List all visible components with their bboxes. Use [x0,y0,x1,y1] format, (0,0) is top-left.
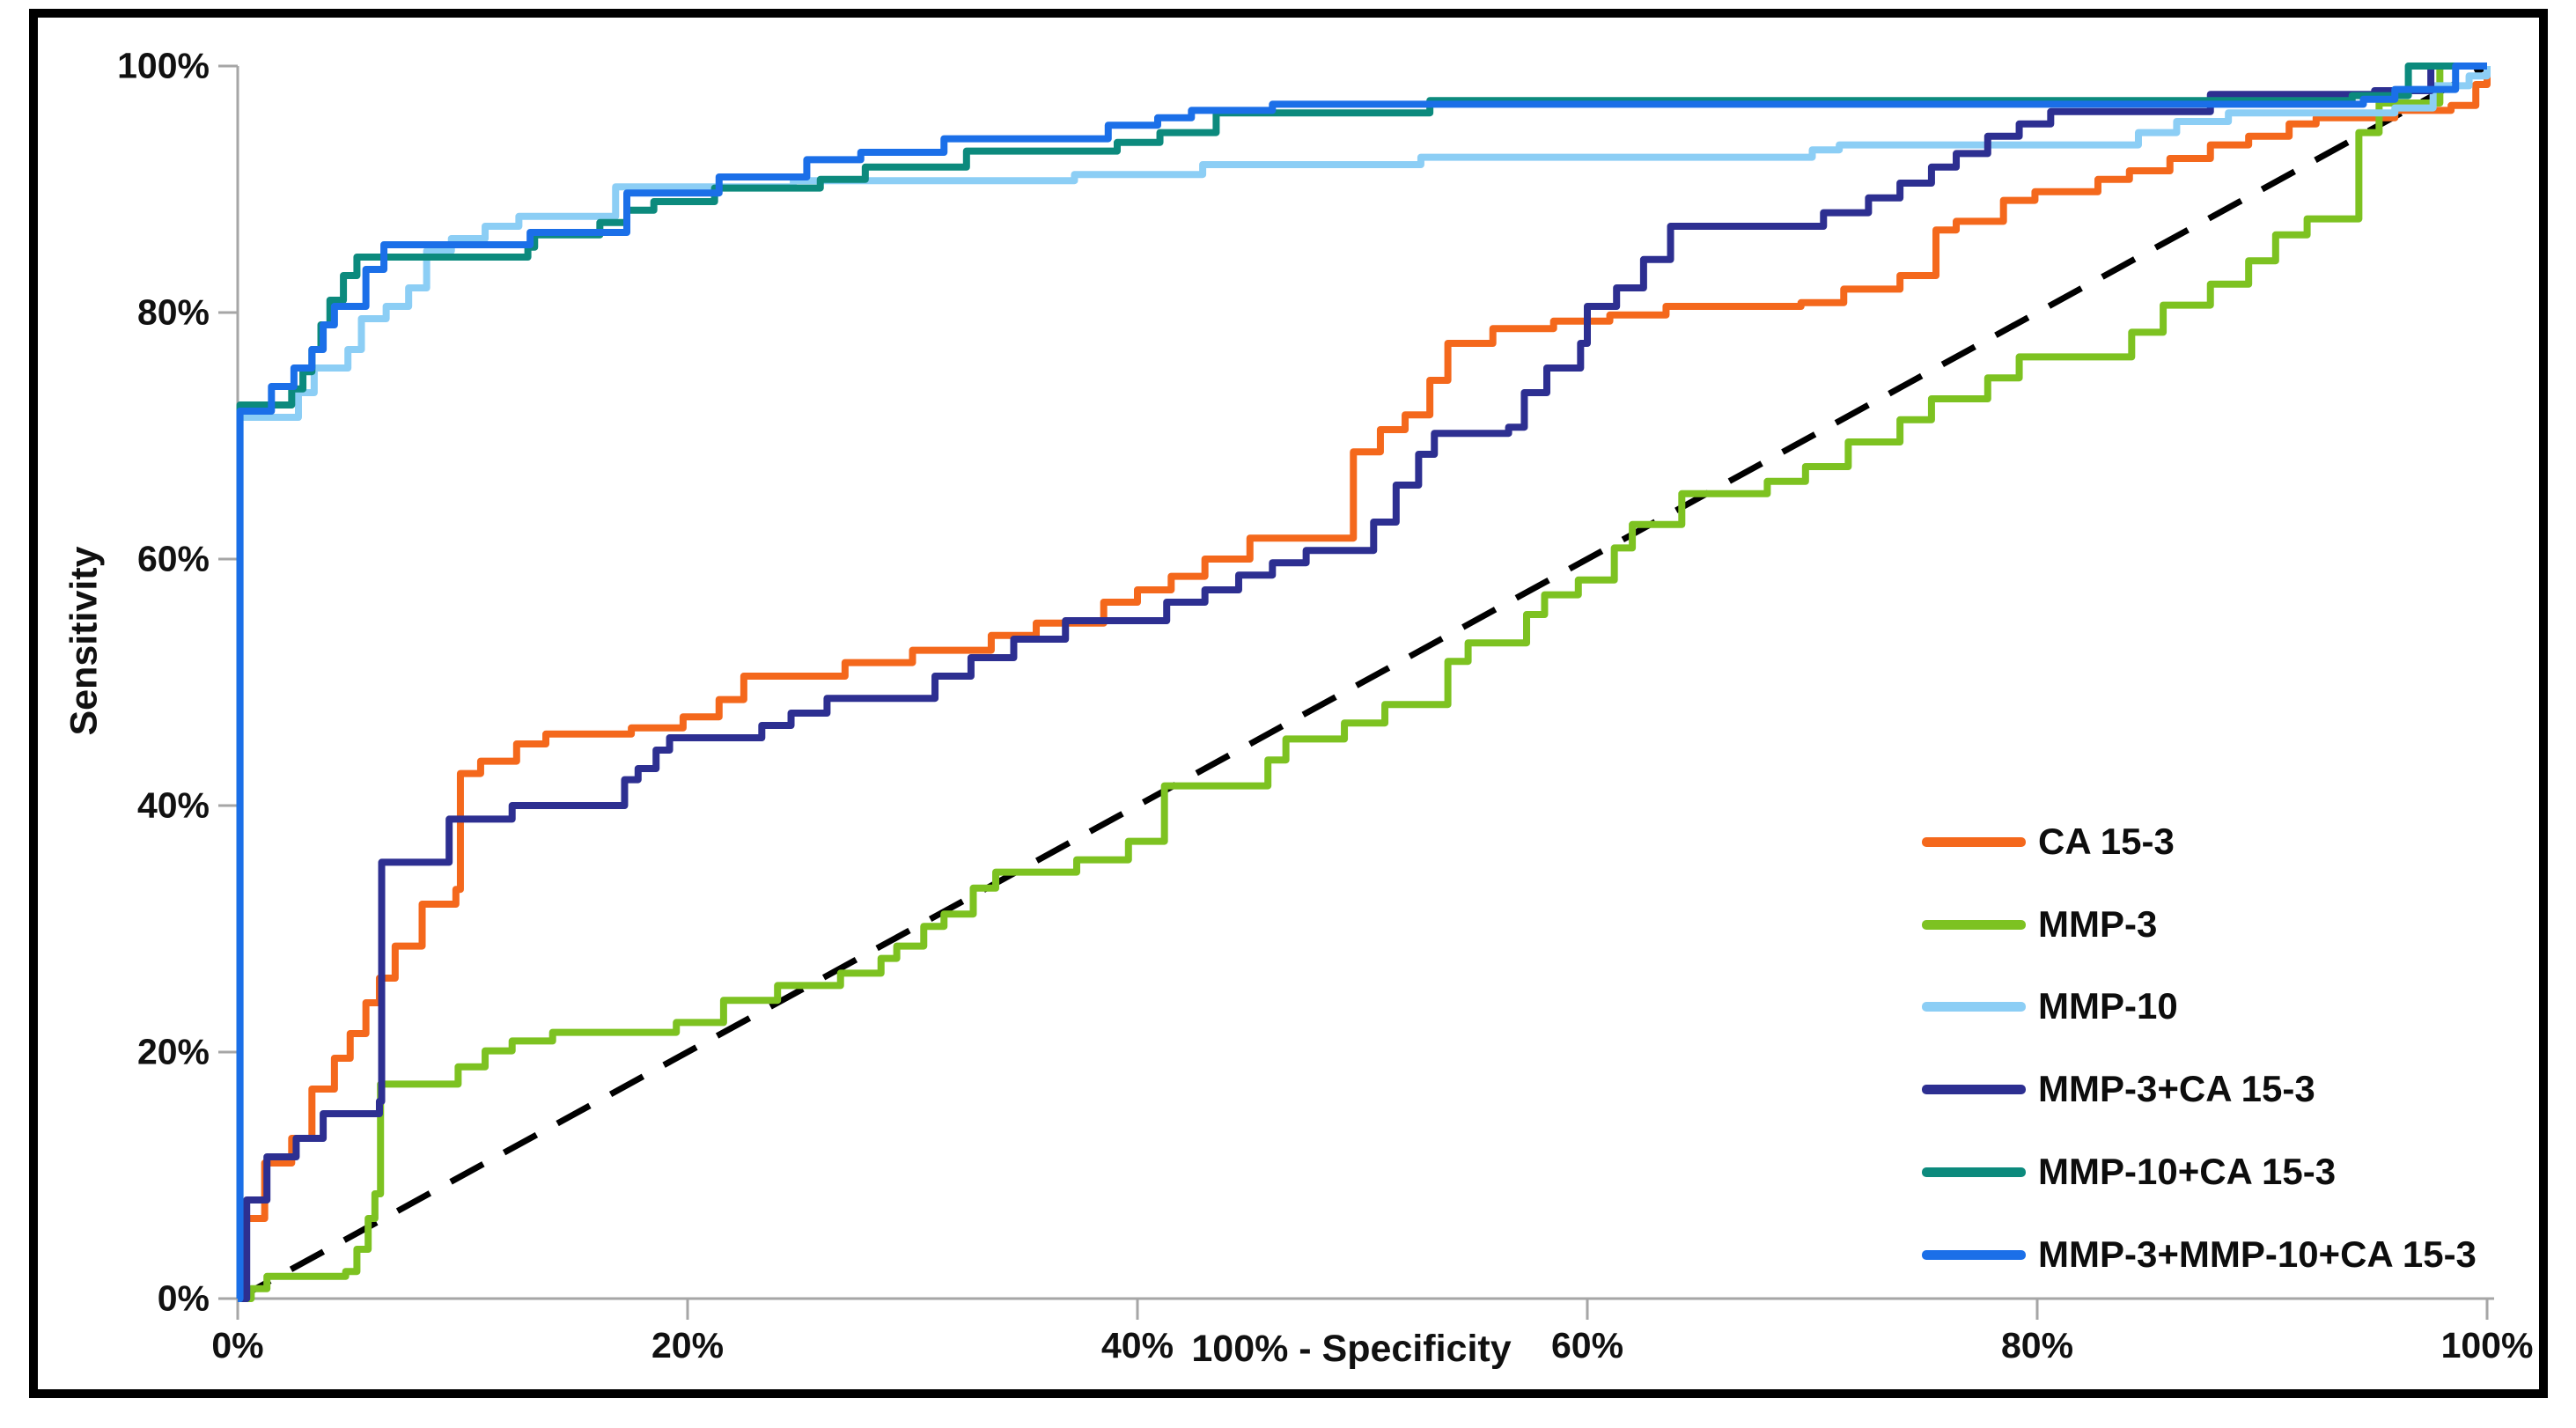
legend-item: MMP-3+MMP-10+CA 15-3 [1922,1233,2477,1276]
legend-item: CA 15-3 [1922,821,2175,863]
x-tick-label: 0% [211,1325,264,1365]
legend-item: MMP-3 [1922,903,2157,946]
legend-color-line [1922,1001,2026,1012]
roc-curve-mmp-3 [238,63,2487,1302]
roc-curve-ca-15-3 [238,66,2491,1302]
y-tick-label: 100% [117,45,210,86]
legend-label: MMP-3+MMP-10+CA 15-3 [2038,1233,2477,1275]
y-tick-label: 60% [136,538,210,579]
legend-color-line [1922,1249,2026,1260]
legend-label: MMP-10 [2038,985,2178,1027]
legend-label: CA 15-3 [2038,821,2175,862]
legend-color-line [1922,1084,2026,1094]
legend-label: MMP-3+CA 15-3 [2038,1068,2315,1109]
y-tick-label: 0% [157,1277,210,1319]
legend-color-line [1922,836,2026,847]
legend-item: MMP-3+CA 15-3 [1922,1068,2315,1110]
y-tick-label: 20% [136,1031,210,1072]
x-tick-label: 40% [1100,1325,1174,1365]
x-tick-label: 80% [2000,1325,2074,1365]
legend-label: MMP-10+CA 15-3 [2038,1151,2337,1192]
y-axis-title: Sensitivity [63,546,106,736]
y-tick-label: 40% [136,784,210,826]
roc-curve-mmp-3-ca-15-3 [238,63,2487,1302]
x-axis-title: 100% - Specificity [1191,1328,1512,1370]
x-tick-label: 100% [2440,1325,2534,1365]
x-tick-label: 20% [651,1325,725,1365]
roc-curve-mmp-3-mmp-10-ca-15-3 [236,63,2487,1302]
legend-color-line [1922,1167,2026,1177]
y-tick-label: 80% [136,291,210,333]
legend-item: MMP-10+CA 15-3 [1922,1151,2336,1193]
x-tick-label: 60% [1550,1325,1624,1365]
roc-curve-reference-diagonal [236,63,2489,1302]
legend-item: MMP-10 [1922,985,2178,1027]
legend-color-line [1922,919,2026,930]
legend-label: MMP-3 [2038,903,2158,945]
